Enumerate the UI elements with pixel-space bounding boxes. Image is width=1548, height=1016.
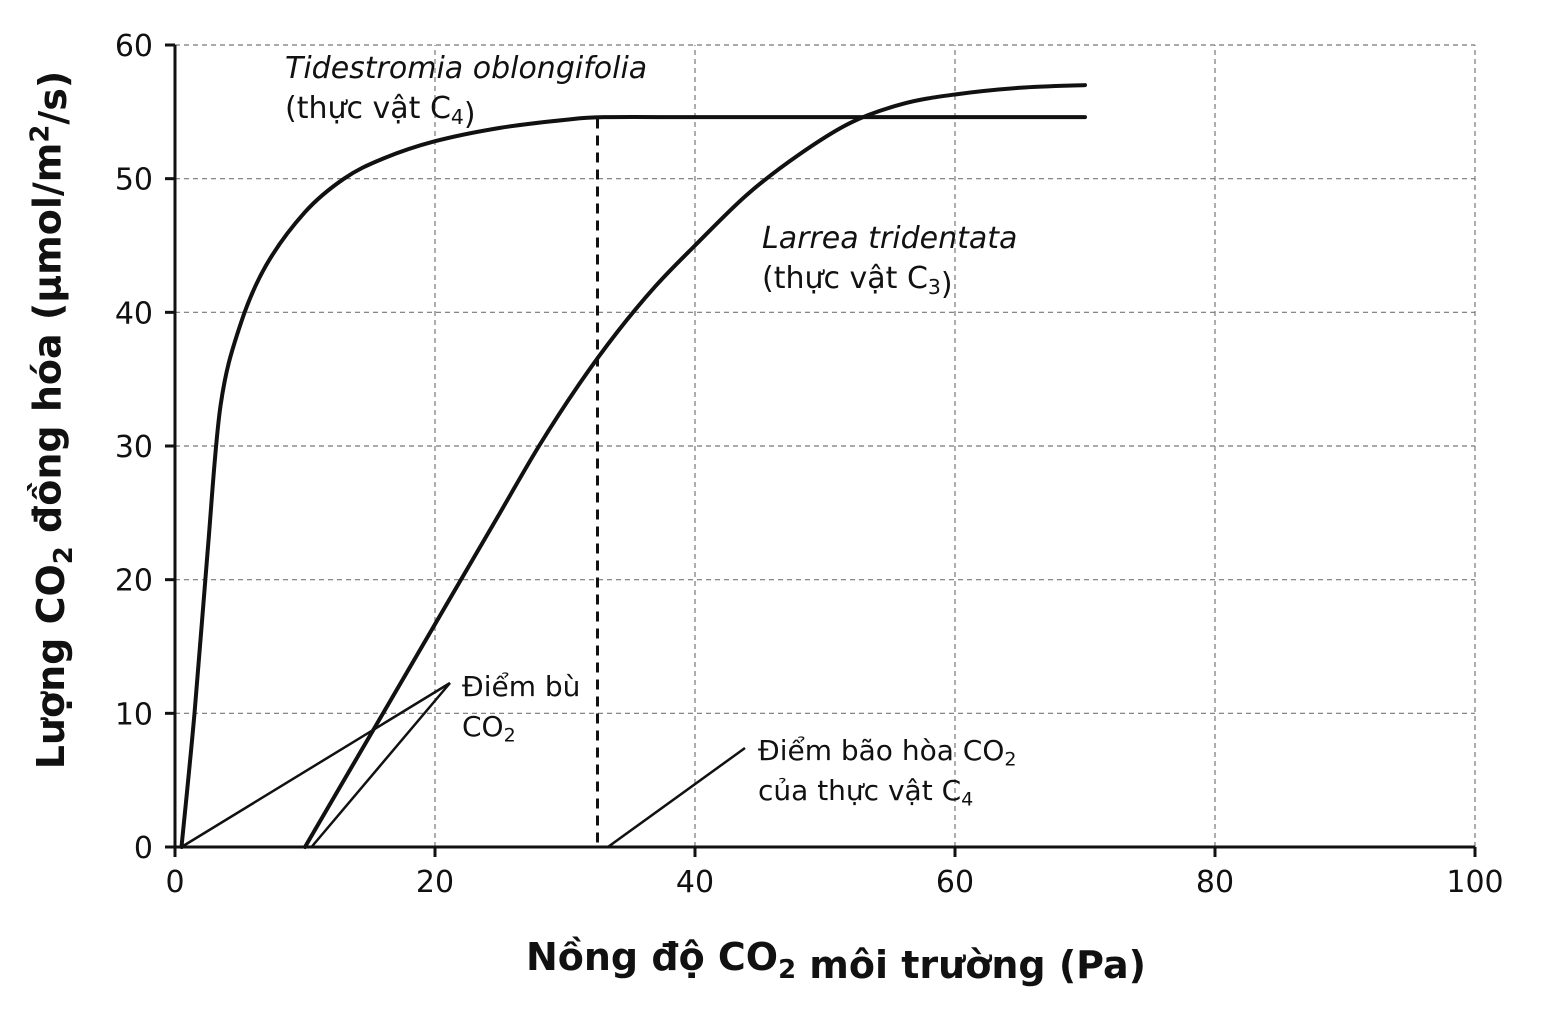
y-tick-label: 30 xyxy=(115,430,153,465)
x-tick-label: 60 xyxy=(936,865,974,900)
grid xyxy=(175,44,1476,847)
y-axis-title: Lượng CO2 đồng hóa (μmol/m2/s) xyxy=(25,71,78,770)
compensation-pointer-c4 xyxy=(180,681,451,849)
series-note-tidestromia: (thực vật C4) xyxy=(285,91,476,132)
series-line-tidestromia xyxy=(179,114,1087,849)
labels: Nồng độ CO2 môi trường (Pa) Lượng CO2 đồn… xyxy=(25,51,1146,987)
x-tick-label: 80 xyxy=(1196,865,1234,900)
x-tick-label: 100 xyxy=(1446,865,1503,900)
annotation-compensation-line2: CO2 xyxy=(462,710,516,747)
x-axis-title: Nồng độ CO2 môi trường (Pa) xyxy=(526,935,1146,987)
ticks: 0 10 20 30 40 50 60 0 20 40 60 80 100 xyxy=(115,29,1504,900)
series-label-tidestromia: Tidestromia oblongifolia xyxy=(285,51,647,86)
compensation-pointer-c3 xyxy=(310,682,451,848)
series-lines xyxy=(179,83,1087,849)
annotation-saturation-line1: Điểm bão hòa CO2 xyxy=(758,734,1016,771)
y-tick-label: 40 xyxy=(115,296,153,331)
y-tick-label: 0 xyxy=(134,831,153,866)
annotation-compensation-line1: Điểm bù xyxy=(462,670,580,703)
y-tick-label: 10 xyxy=(115,697,153,732)
annotation-saturation-line2: của thực vật C4 xyxy=(758,774,973,811)
saturation-pointer xyxy=(607,746,746,849)
y-tick-label: 20 xyxy=(115,564,153,599)
x-tick-label: 0 xyxy=(165,865,184,900)
y-tick-label: 60 xyxy=(115,29,153,64)
x-tick-label: 40 xyxy=(676,865,714,900)
series-note-larrea: (thực vật C3) xyxy=(762,261,953,302)
series-line-larrea xyxy=(303,83,1087,849)
series-label-larrea: Larrea tridentata xyxy=(762,221,1017,256)
x-tick-label: 20 xyxy=(416,865,454,900)
y-tick-label: 50 xyxy=(115,163,153,198)
